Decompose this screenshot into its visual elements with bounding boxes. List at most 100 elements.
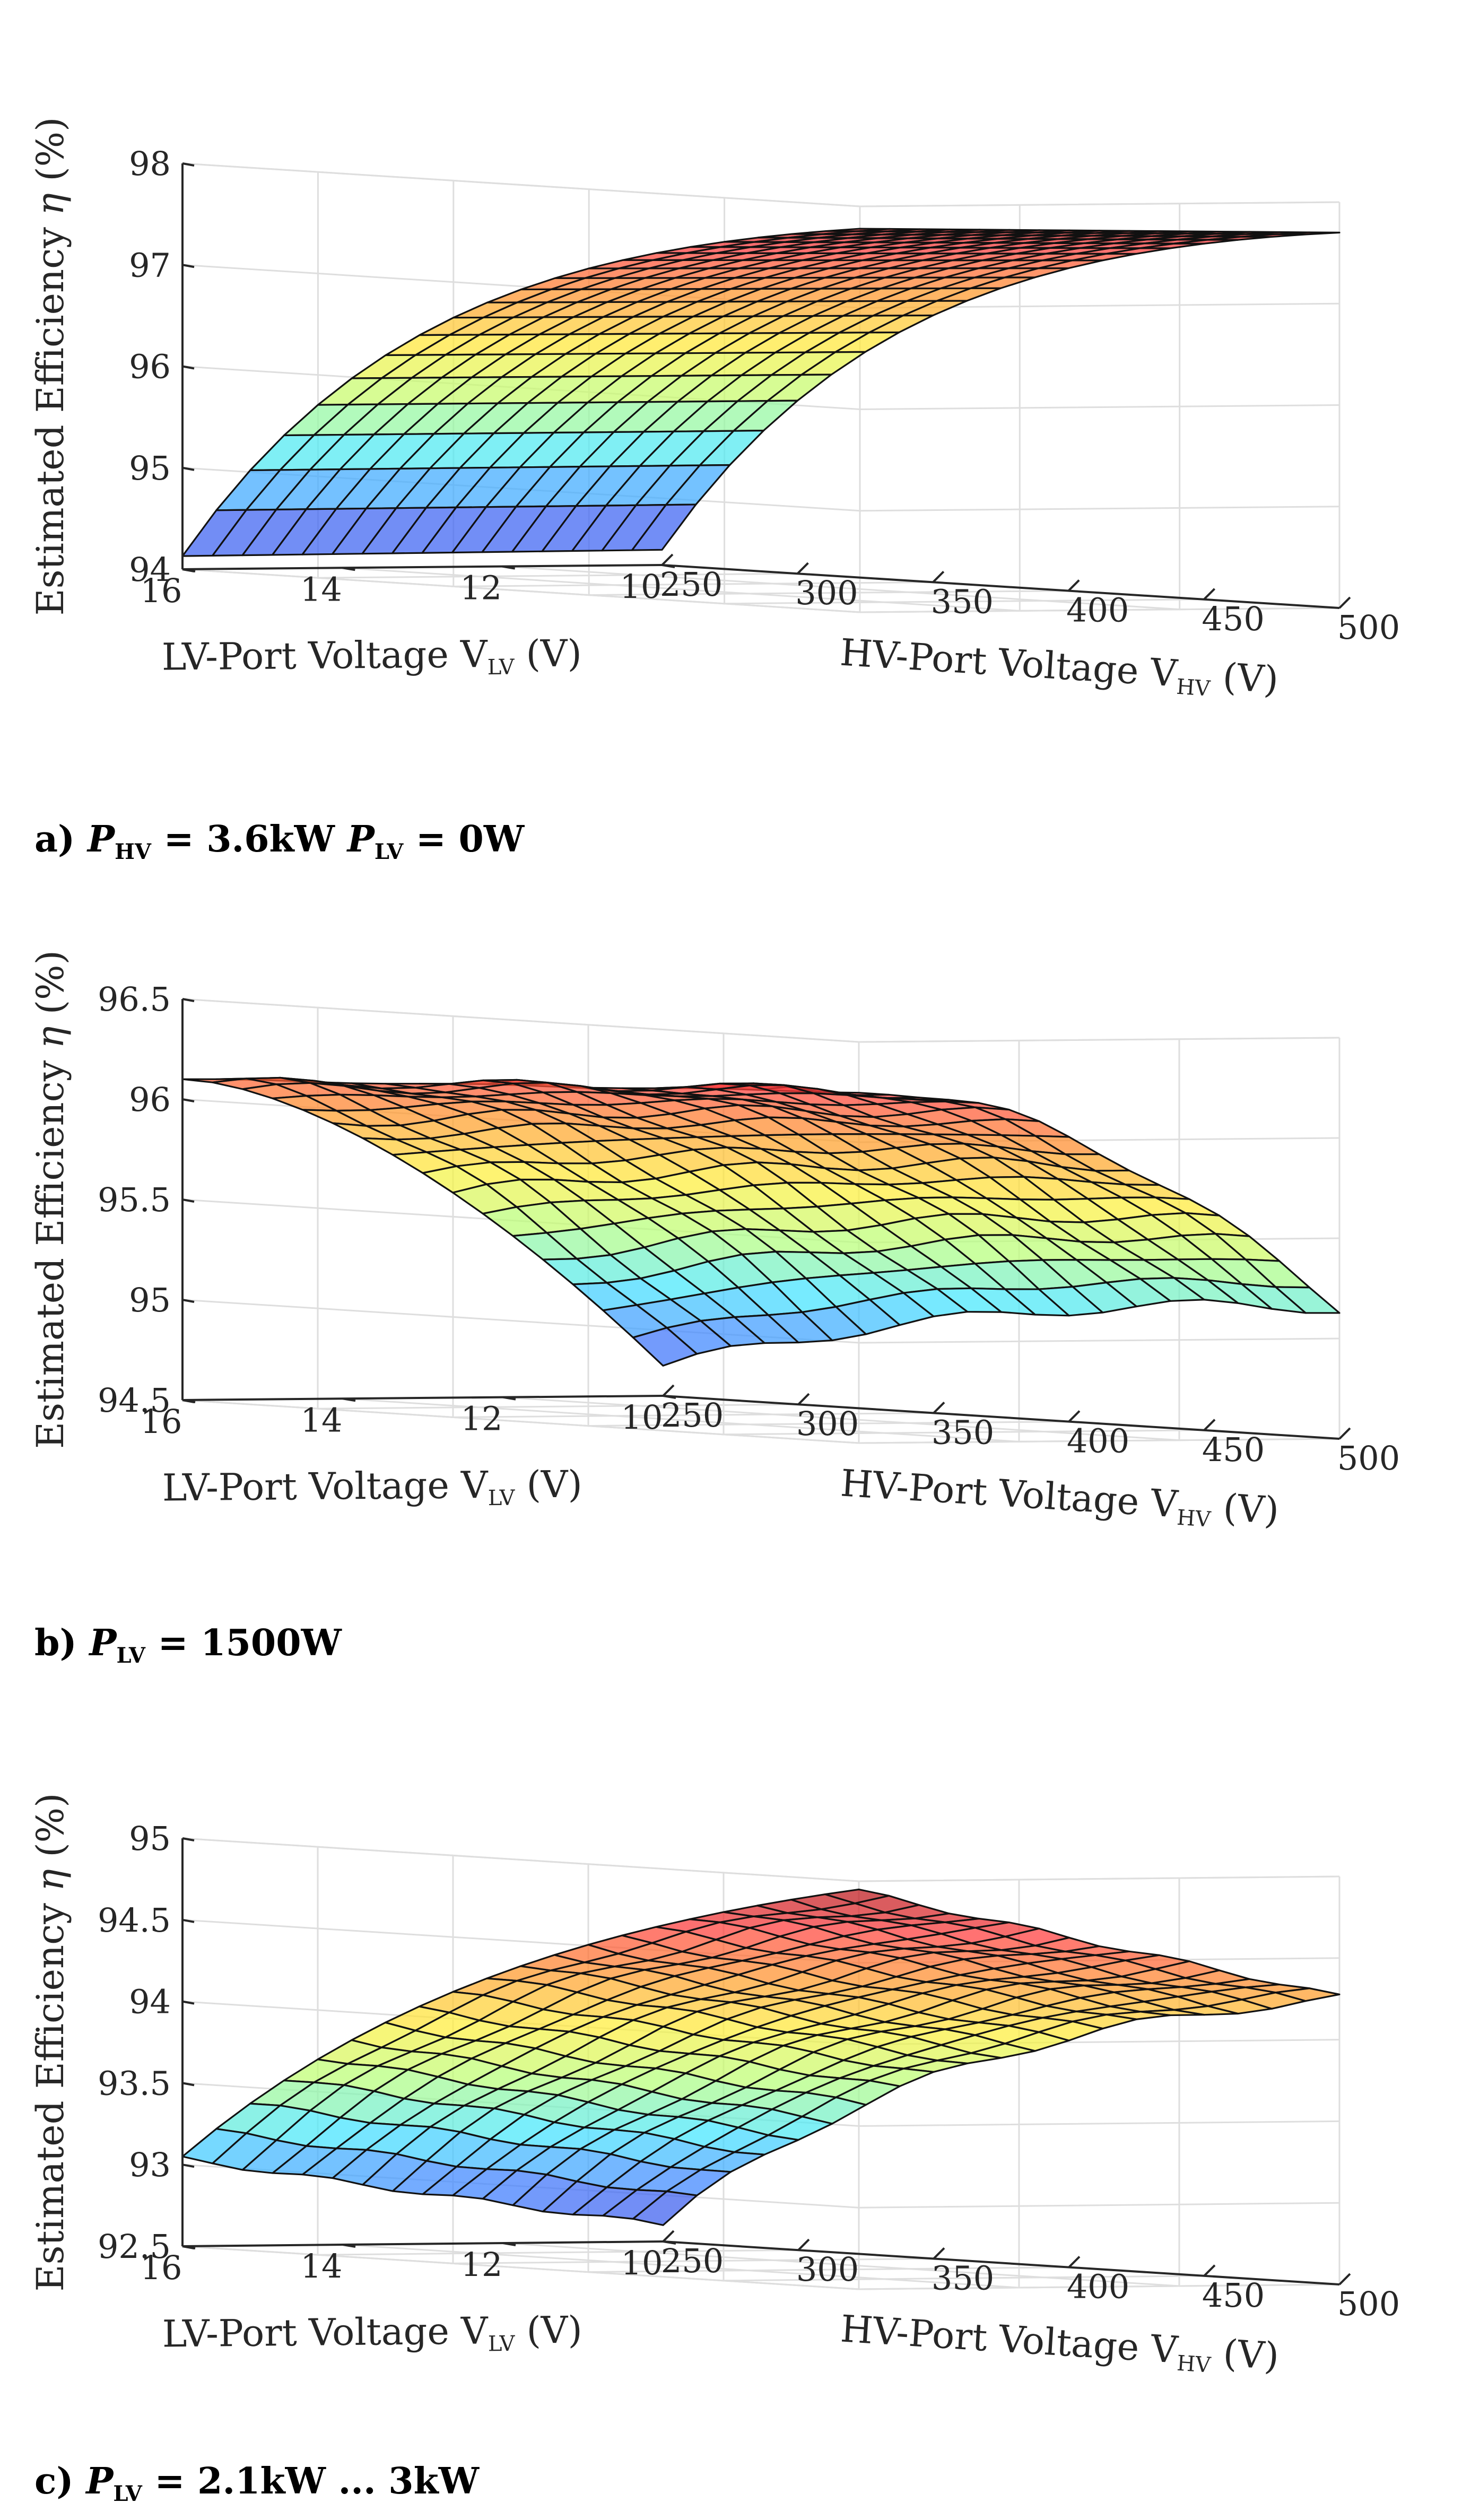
z-tick-label: 95	[129, 1281, 171, 1319]
z-tick	[182, 998, 195, 1002]
x-tick	[1068, 1410, 1081, 1423]
y-tick	[663, 2240, 676, 2245]
z-tick	[182, 2163, 195, 2168]
x-axis-line	[663, 1395, 1340, 1440]
x-tick	[797, 1393, 810, 1405]
x-tick	[661, 553, 674, 566]
grid-y-line	[342, 205, 1021, 612]
surface	[181, 1888, 1341, 2226]
x-tick-label: 500	[1337, 1439, 1400, 1478]
y-tick-label: 10	[621, 1398, 663, 1437]
x-tick-label: 450	[1202, 599, 1264, 638]
y-tick-label: 16	[141, 2248, 182, 2287]
x-tick-label: 300	[796, 1404, 859, 1443]
z-tick	[182, 2245, 195, 2249]
x-axis-line	[661, 564, 1340, 609]
x-tick	[933, 2247, 945, 2260]
z-tick-label: 96.5	[98, 980, 171, 1019]
grid-y-line	[502, 203, 1181, 611]
y-axis-label: LV-Port Voltage VLV (V)	[162, 2308, 582, 2360]
z-tick-label: 98	[129, 144, 171, 183]
y-tick	[502, 1396, 516, 1401]
z-tick-label: 94.5	[98, 1901, 171, 1940]
y-axis-line	[182, 564, 663, 570]
z-tick-label: 93.5	[98, 2064, 171, 2102]
x-tick	[1203, 588, 1216, 601]
x-tick	[1067, 579, 1080, 592]
x-tick-label: 500	[1337, 2284, 1400, 2323]
surface	[181, 228, 1341, 557]
panel-caption: c) PLV = 2.1kW ... 3kW	[34, 2460, 480, 2506]
x-tick-label: 400	[1067, 1422, 1129, 1461]
x-tick-label: 350	[932, 1413, 994, 1452]
x-tick	[1338, 596, 1351, 609]
y-tick-label: 12	[461, 2245, 503, 2284]
x-tick	[1068, 2256, 1081, 2269]
x-tick	[797, 2238, 810, 2251]
y-tick-label: 10	[620, 567, 662, 606]
y-tick	[342, 567, 355, 571]
z-tick	[182, 1837, 195, 1841]
x-tick-label: 300	[795, 573, 858, 612]
z-tick-label: 94	[129, 550, 171, 589]
x-tick	[662, 1384, 675, 1397]
x-axis-label: HV-Port Voltage VHV (V)	[839, 1461, 1281, 1536]
x-tick	[1338, 2273, 1351, 2286]
z-tick-label: 97	[129, 246, 171, 284]
z-axis-label: Estimated Efficiency η (%)	[29, 117, 72, 616]
x-tick-label: 400	[1067, 2267, 1129, 2306]
z-tick	[182, 365, 195, 370]
surface	[181, 1076, 1341, 1367]
z-tick-label: 95	[129, 1819, 171, 1858]
z-tick	[182, 2082, 195, 2087]
grid-y-line	[502, 1039, 1180, 1441]
z-tick-label: 95.5	[98, 1180, 171, 1219]
z-axis-label: Estimated Efficiency η (%)	[29, 950, 72, 1449]
x-tick-label: 500	[1337, 608, 1400, 647]
x-tick	[933, 1401, 945, 1414]
y-tick-label: 10	[621, 2244, 663, 2282]
y-tick-label: 12	[460, 569, 502, 607]
y-axis-line	[182, 1395, 664, 1401]
z-tick-label: 93	[129, 2145, 171, 2184]
surface-facet	[631, 503, 697, 551]
y-axis-line	[182, 2240, 664, 2247]
y-axis-label: LV-Port Voltage VLV (V)	[162, 1463, 582, 1514]
z-tick	[182, 264, 195, 268]
z-tick	[182, 2000, 195, 2005]
z-tick-label: 96	[129, 1080, 171, 1119]
x-tick-label: 250	[661, 1396, 724, 1435]
y-tick-label: 16	[141, 571, 182, 610]
y-tick-label: 16	[141, 1402, 182, 1441]
z-axis-label: Estimated Efficiency η (%)	[29, 1793, 72, 2292]
z-tick	[182, 162, 195, 167]
x-tick	[1338, 1427, 1351, 1440]
x-axis-label: HV-Port Voltage VHV (V)	[839, 2307, 1281, 2382]
z-tick	[182, 568, 195, 572]
x-axis-line	[663, 2240, 1340, 2286]
x-tick-label: 400	[1066, 591, 1129, 630]
z-tick-label: 95	[129, 449, 171, 488]
y-tick	[342, 2244, 356, 2248]
x-tick	[1203, 2264, 1216, 2277]
y-tick	[502, 565, 515, 570]
x-tick-label: 300	[796, 2250, 859, 2289]
x-tick-label: 250	[661, 2241, 724, 2280]
z-tick	[182, 1299, 195, 1303]
y-tick-label: 12	[461, 1400, 503, 1438]
y-tick-label: 14	[300, 570, 342, 609]
z-tick	[182, 1918, 195, 1923]
surface-facet	[632, 2190, 698, 2226]
x-tick	[932, 570, 945, 583]
grid-z-line	[182, 162, 1340, 207]
y-tick	[661, 564, 675, 568]
x-axis-label: HV-Port Voltage VHV (V)	[839, 630, 1280, 705]
x-tick-label: 450	[1202, 1430, 1265, 1469]
grid-z-line	[182, 1837, 1340, 1882]
